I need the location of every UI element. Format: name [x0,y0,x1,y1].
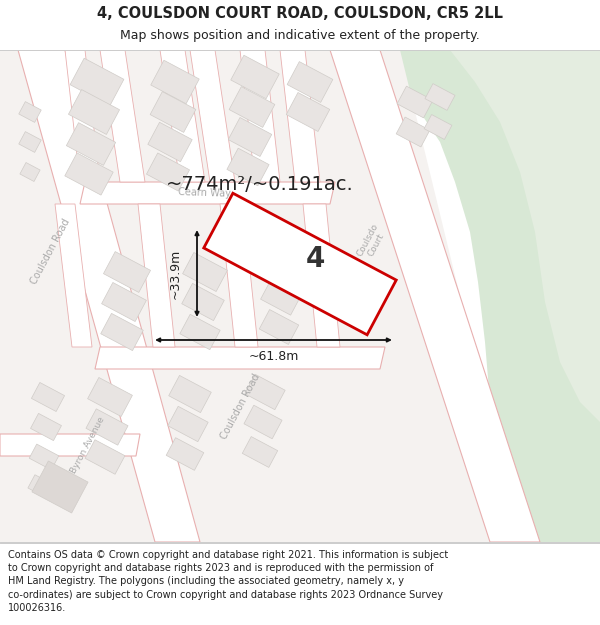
Polygon shape [397,86,433,118]
Text: 4, COULSDON COURT ROAD, COULSDON, CR5 2LL: 4, COULSDON COURT ROAD, COULSDON, CR5 2L… [97,6,503,21]
Polygon shape [262,248,305,286]
Polygon shape [85,440,125,474]
Text: Contains OS data © Crown copyright and database right 2021. This information is : Contains OS data © Crown copyright and d… [8,550,448,612]
Polygon shape [103,252,151,292]
Polygon shape [160,50,205,182]
Text: Coulsdon Road: Coulsdon Road [218,372,262,441]
Polygon shape [0,434,140,456]
Polygon shape [228,118,272,156]
Polygon shape [88,378,133,416]
Polygon shape [19,132,41,152]
Polygon shape [260,279,301,315]
Polygon shape [330,50,540,542]
Polygon shape [100,50,145,182]
Polygon shape [101,313,143,351]
Polygon shape [240,50,280,182]
Polygon shape [70,58,124,106]
Text: Coulsdo
Court: Coulsdo Court [355,221,389,262]
Polygon shape [244,405,282,439]
Text: ~774m²/~0.191ac.: ~774m²/~0.191ac. [166,174,354,194]
Polygon shape [424,114,452,139]
Polygon shape [138,204,175,347]
Polygon shape [242,437,278,468]
Polygon shape [31,413,61,441]
Polygon shape [20,162,40,181]
Polygon shape [148,122,192,162]
Polygon shape [169,376,211,413]
Polygon shape [19,102,41,122]
Polygon shape [303,204,340,347]
Polygon shape [101,282,146,321]
Polygon shape [425,84,455,111]
Polygon shape [229,87,275,128]
Polygon shape [280,50,320,182]
Polygon shape [65,50,100,182]
Polygon shape [286,92,330,131]
Polygon shape [29,444,59,470]
Text: Coulsdon Road: Coulsdon Road [29,217,71,286]
Polygon shape [204,193,396,335]
Text: Byron Avenue: Byron Avenue [69,415,107,475]
Polygon shape [151,60,199,104]
Polygon shape [182,253,227,291]
Polygon shape [150,92,196,132]
Polygon shape [18,50,200,542]
Polygon shape [80,182,335,204]
Polygon shape [95,347,385,369]
Polygon shape [231,55,279,99]
Polygon shape [259,309,299,344]
Polygon shape [86,409,128,445]
Polygon shape [28,475,56,499]
Polygon shape [245,374,285,410]
Polygon shape [166,438,204,471]
Text: 4: 4 [305,245,325,273]
Polygon shape [180,314,220,350]
Polygon shape [146,153,190,191]
Polygon shape [32,461,88,513]
Polygon shape [420,50,600,422]
Text: ~61.8m: ~61.8m [248,349,299,362]
Polygon shape [355,50,600,542]
Polygon shape [67,122,116,166]
Text: Cearn Way: Cearn Way [178,187,231,199]
Polygon shape [65,153,113,195]
Polygon shape [55,204,92,347]
Polygon shape [68,89,119,134]
Polygon shape [220,204,258,347]
Polygon shape [182,283,224,321]
Polygon shape [168,406,208,442]
Polygon shape [0,50,520,542]
Polygon shape [31,382,65,411]
Text: Map shows position and indicative extent of the property.: Map shows position and indicative extent… [120,29,480,42]
Polygon shape [227,148,269,186]
Polygon shape [396,117,430,147]
Polygon shape [190,50,235,182]
Polygon shape [287,62,333,102]
Text: ~33.9m: ~33.9m [169,248,182,299]
